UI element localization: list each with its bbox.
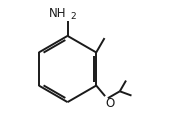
Text: 2: 2: [71, 12, 76, 21]
Text: O: O: [106, 97, 115, 110]
Text: NH: NH: [48, 7, 66, 20]
